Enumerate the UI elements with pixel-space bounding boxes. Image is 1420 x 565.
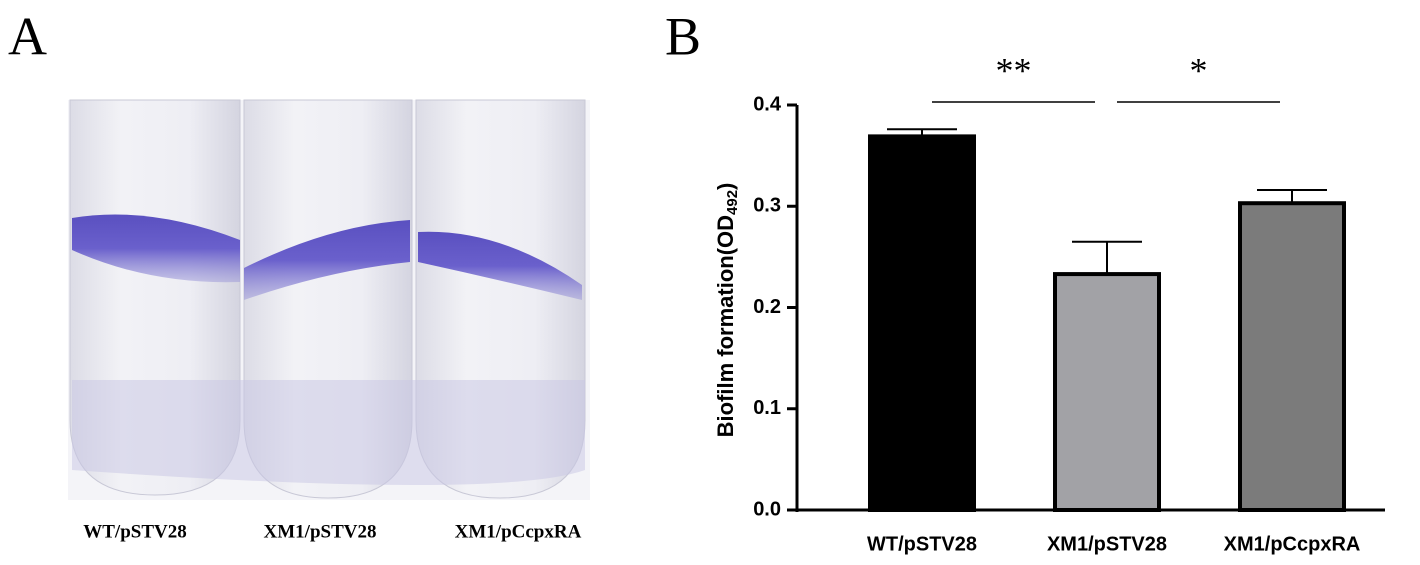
- y-label-end: ): [713, 183, 738, 190]
- bar: [1238, 201, 1346, 512]
- y-axis-label: Biofilm formation(OD492): [713, 183, 741, 438]
- tube-label: XM1/pCcpxRA: [455, 521, 582, 542]
- x-tick-label: WT/pSTV28: [867, 533, 977, 555]
- panel-label: A: [8, 6, 47, 66]
- x-tick-label: XM1/pCcpxRA: [1224, 533, 1361, 555]
- significance-label: *: [1190, 50, 1208, 90]
- bar: [1053, 272, 1161, 512]
- y-label-sub: 492: [724, 190, 741, 215]
- y-tick-label: 0.3: [753, 195, 781, 217]
- significance-label: **: [996, 50, 1032, 90]
- tube-label: WT/pSTV28: [83, 521, 186, 542]
- y-tick-label: 0.1: [753, 397, 781, 419]
- bar: [868, 134, 976, 512]
- tube-photo: [68, 99, 590, 500]
- y-label-text: Biofilm formation(OD: [713, 215, 738, 437]
- panel-label: B: [665, 6, 701, 66]
- y-tick-label: 0.4: [753, 93, 782, 115]
- x-tick-label: XM1/pSTV28: [1047, 533, 1167, 555]
- y-tick-label: 0.0: [753, 498, 781, 520]
- tube-label: XM1/pSTV28: [264, 521, 377, 542]
- y-tick-label: 0.2: [753, 296, 781, 318]
